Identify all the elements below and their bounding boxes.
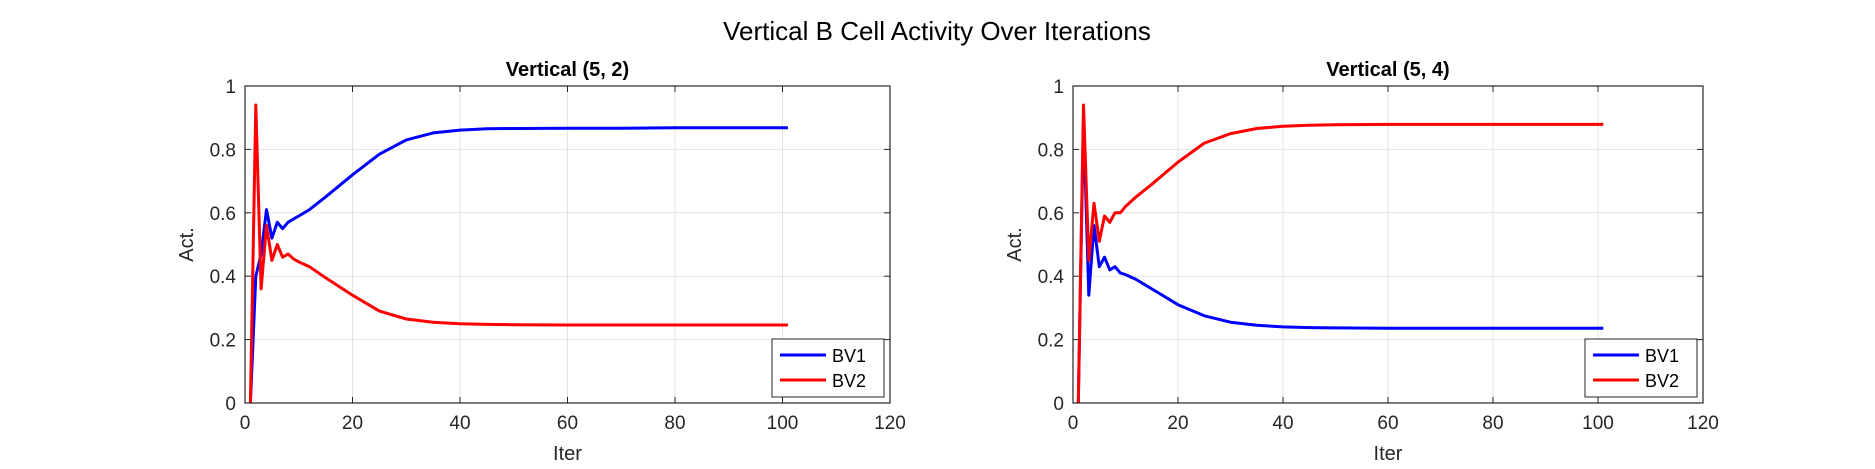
x-tick-label: 0: [240, 413, 251, 434]
legend-label-bv1: BV1: [832, 346, 866, 366]
y-tick-label: 0.4: [210, 267, 237, 288]
series-line-bv2: [1076, 103, 1604, 403]
x-tick-label: 20: [1167, 413, 1188, 434]
y-tick-label: 0.4: [1038, 267, 1065, 288]
y-tick-label: 0.8: [210, 140, 236, 161]
chart-2: 0 20 40 60 80 100 120 0 0.2 0.4 0.6 0.8 1 Vertical (5…: [1004, 59, 1719, 465]
x-tick-label: 120: [874, 413, 906, 434]
legend-label-bv1: BV1: [1645, 346, 1679, 366]
series-line-bv2: [248, 103, 788, 403]
x-tick-label: 40: [1272, 413, 1293, 434]
chart-1: 0 20 40 60 80 100 120 0 0.2 0.4 0.6 0.8 1 Vertical (5…: [176, 59, 906, 465]
x-tick-label: 60: [557, 413, 578, 434]
legend-box: [1584, 338, 1698, 398]
x-tick-label: 40: [449, 413, 470, 434]
y-axis-label: Act.: [176, 227, 198, 261]
legend-label-bv2: BV2: [832, 371, 866, 391]
x-axis-label: Iter: [553, 443, 582, 465]
chart-title: Vertical (5, 2): [506, 59, 629, 81]
x-tick-label: 100: [767, 413, 799, 434]
y-tick-label: 0.2: [210, 331, 236, 352]
legend-label-bv2: BV2: [1645, 371, 1679, 391]
y-tick-label: 1: [1053, 77, 1064, 98]
y-tick-label: 0: [1053, 394, 1064, 415]
y-tick-label: 0: [225, 394, 236, 415]
x-tick-label: 80: [1482, 413, 1503, 434]
legend-box: [771, 338, 885, 398]
x-axis-label: Iter: [1374, 443, 1403, 465]
y-tick-label: 0.6: [1038, 204, 1064, 225]
y-tick-label: 0.2: [1038, 331, 1064, 352]
y-axis-label: Act.: [1004, 227, 1026, 261]
y-tick-label: 0.8: [1038, 140, 1064, 161]
figure-title: Vertical B Cell Activity Over Iterations: [723, 16, 1151, 46]
series-line-bv1: [1076, 116, 1604, 403]
chart-title: Vertical (5, 4): [1326, 59, 1449, 81]
x-tick-label: 100: [1582, 413, 1614, 434]
y-tick-label: 1: [225, 77, 236, 98]
x-tick-label: 20: [342, 413, 363, 434]
x-tick-label: 80: [664, 413, 685, 434]
x-tick-label: 120: [1687, 413, 1719, 434]
y-tick-label: 0.6: [210, 204, 236, 225]
x-tick-label: 60: [1377, 413, 1398, 434]
series-line-bv1: [248, 126, 788, 403]
x-tick-label: 0: [1068, 413, 1079, 434]
